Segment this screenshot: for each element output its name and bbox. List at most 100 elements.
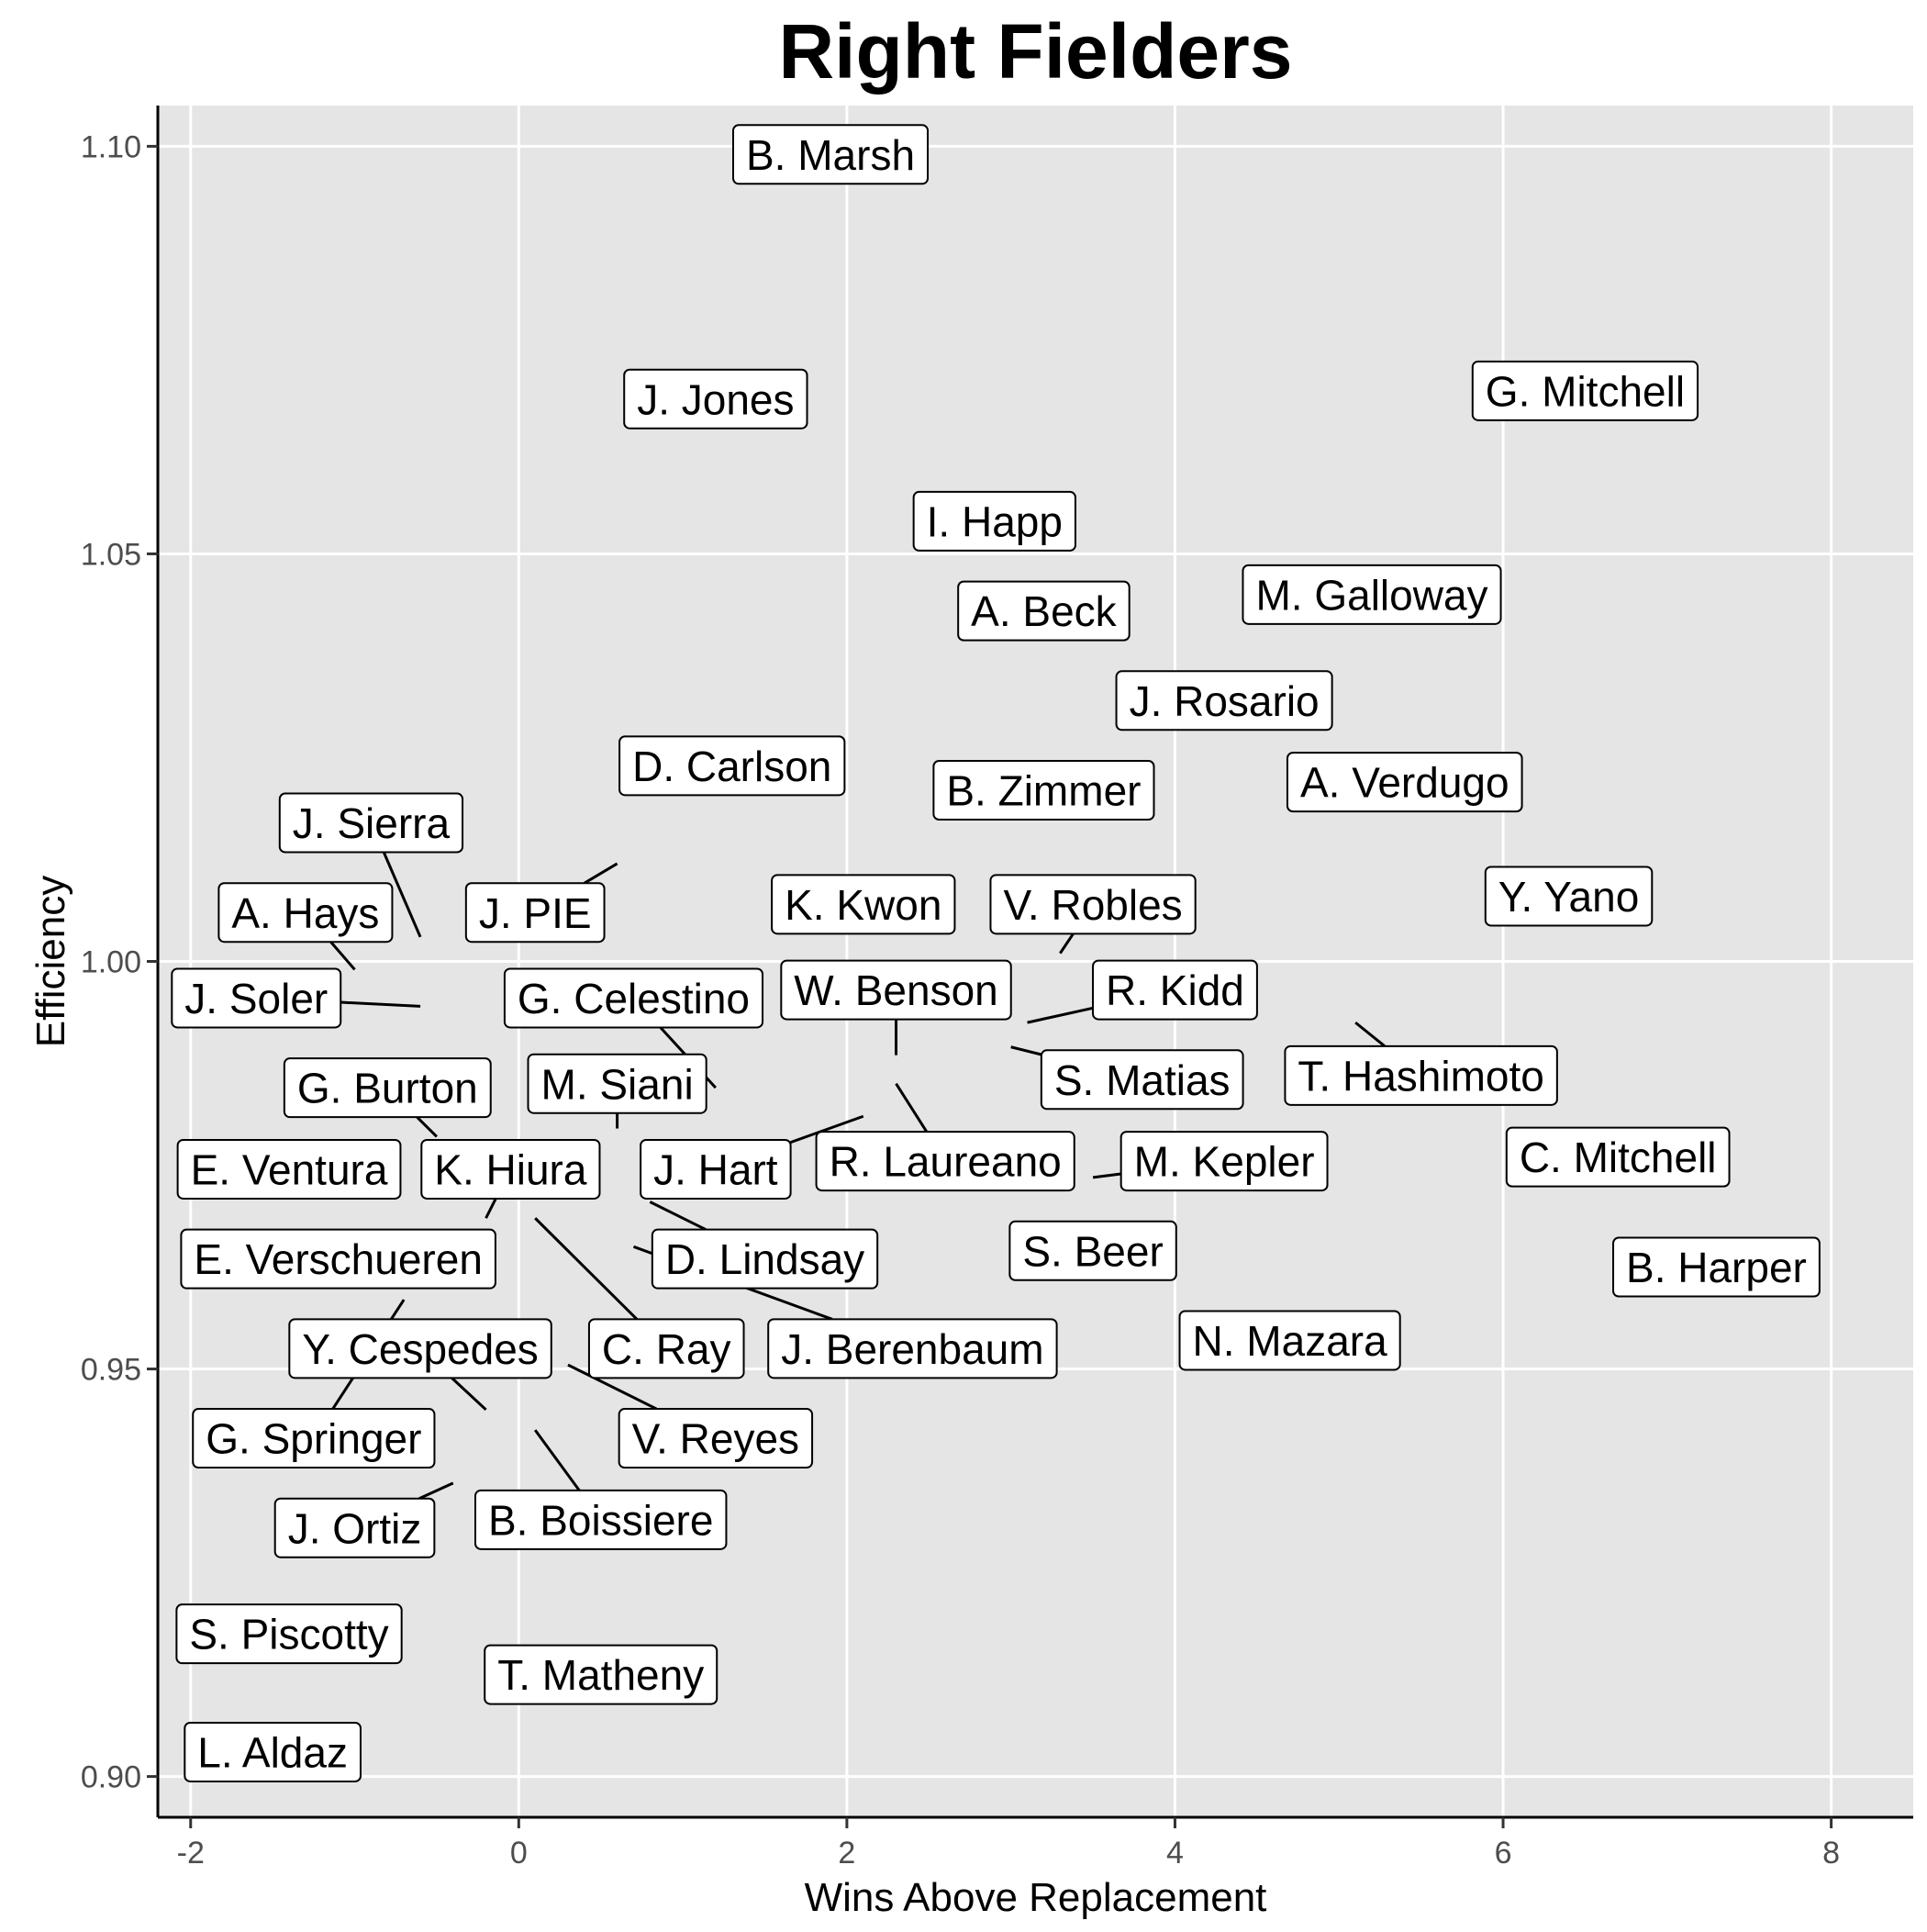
leader-line [567, 1363, 658, 1411]
point-label: R. Laureano [815, 1131, 1075, 1192]
point-label-text: B. Boissiere [488, 1496, 713, 1544]
point-label-text: G. Celestino [518, 975, 750, 1022]
point-label-text: C. Mitchell [1520, 1134, 1717, 1181]
point-label: M. Kepler [1119, 1131, 1329, 1192]
point-label: B. Boissiere [474, 1489, 728, 1550]
point-label-text: J. Rosario [1130, 677, 1320, 725]
point-label-box [217, 882, 394, 944]
point-label-text: K. Hiura [434, 1146, 587, 1194]
point-label-box [1286, 752, 1523, 813]
leader-line [340, 1000, 421, 1008]
point-label: W. Benson [780, 959, 1012, 1021]
point-label-box [815, 1131, 1075, 1192]
point-label: J. PIE [464, 882, 606, 944]
point-label-box [527, 1053, 707, 1114]
point-label-text: Y. Cespedes [302, 1325, 538, 1373]
point-label-box [1505, 1126, 1731, 1188]
y-tick-label: 1.05 [81, 537, 141, 572]
point-label: C. Ray [587, 1318, 745, 1379]
leader-line [329, 941, 356, 971]
point-labels: B. Marsh J. Jones G. Mitchell I. Happ A. Bec… [171, 124, 1821, 1782]
point-label: D. Carlson [618, 735, 846, 797]
point-label: B. Zimmer [932, 760, 1155, 821]
point-label-box [1008, 1220, 1177, 1281]
point-label-box [731, 124, 930, 185]
x-axis-label: Wins Above Replacement [805, 1875, 1267, 1920]
point-label: E. Ventura [176, 1138, 402, 1200]
y-tick-label: 0.90 [81, 1760, 141, 1795]
leader-line [649, 1201, 707, 1231]
point-label-box [176, 1138, 402, 1200]
point-label-box [1178, 1310, 1401, 1371]
point-label-box [192, 1408, 436, 1469]
point-label-box [587, 1318, 745, 1379]
point-label-text: A. Verdugo [1300, 759, 1509, 807]
point-label-box [1612, 1236, 1821, 1298]
point-label-text: C. Ray [602, 1325, 731, 1373]
point-label-box [957, 580, 1131, 642]
point-label-box [623, 368, 808, 430]
point-label: A. Beck [957, 580, 1131, 642]
point-label: J. Berenbaum [767, 1318, 1058, 1379]
point-label-text: R. Laureano [830, 1138, 1062, 1186]
point-label-box [780, 959, 1012, 1021]
point-label-text: J. Sierra [293, 799, 451, 847]
point-label: G. Celestino [503, 967, 764, 1029]
point-label-box [1284, 1044, 1558, 1106]
point-label-box [184, 1721, 362, 1782]
y-tick-label: 1.10 [81, 129, 141, 164]
point-label-box [618, 735, 846, 797]
point-label-box [618, 1408, 814, 1469]
point-label: K. Hiura [420, 1138, 601, 1200]
point-label: L. Aldaz [184, 1721, 362, 1782]
point-label-text: T. Matheny [497, 1651, 704, 1699]
point-label: Y. Cespedes [288, 1318, 552, 1379]
point-label: J. Rosario [1115, 670, 1333, 731]
point-label: N. Mazara [1178, 1310, 1401, 1371]
x-tick-label: -2 [177, 1836, 205, 1871]
point-label-text: S. Piscotty [189, 1611, 388, 1658]
point-label-text: M. Siani [541, 1060, 694, 1108]
axes: -2 0 2 4 6 8 0.90 0.95 1.00 1.05 1.10 [81, 106, 1913, 1871]
point-label: J. Soler [171, 967, 342, 1029]
point-label-text: J. Jones [637, 375, 794, 423]
point-label: G. Springer [192, 1408, 436, 1469]
point-label-box [989, 874, 1197, 935]
point-label-text: V. Robles [1003, 881, 1182, 929]
point-label-box [651, 1228, 879, 1290]
point-label-text: K. Kwon [785, 881, 941, 929]
point-label-box [767, 1318, 1058, 1379]
y-tick-label: 0.95 [81, 1353, 141, 1388]
point-label-box [1119, 1131, 1329, 1192]
point-label: V. Robles [989, 874, 1197, 935]
point-label-text: S. Matias [1054, 1056, 1231, 1104]
leader-line [418, 1481, 454, 1501]
x-tick-label: 2 [838, 1836, 855, 1871]
point-label: T. Hashimoto [1284, 1044, 1558, 1106]
point-label: M. Galloway [1242, 564, 1502, 625]
point-label: J. Hart [640, 1138, 792, 1200]
point-label-box [932, 760, 1155, 821]
point-label-box [1092, 959, 1258, 1021]
point-label-text: J. Berenbaum [781, 1325, 1043, 1373]
point-label-box [1040, 1049, 1244, 1111]
point-label: S. Piscotty [175, 1603, 403, 1665]
point-label: E. Verschueren [180, 1228, 496, 1290]
point-label-text: W. Benson [794, 966, 997, 1014]
chart-title: Right Fielders [778, 8, 1293, 95]
point-label: R. Kidd [1092, 959, 1258, 1021]
leader-line [416, 1116, 438, 1138]
leader-line [790, 1114, 864, 1145]
leader-line [1010, 1045, 1042, 1056]
point-label-box [175, 1603, 403, 1665]
point-label: J. Sierra [278, 792, 464, 854]
point-label: S. Matias [1040, 1049, 1244, 1111]
point-label: V. Reyes [618, 1408, 814, 1469]
point-label-text: D. Lindsay [665, 1235, 864, 1283]
x-tick-label: 0 [510, 1836, 528, 1871]
leader-line [534, 1217, 639, 1321]
point-label-text: M. Kepler [1134, 1138, 1315, 1186]
point-label-text: L. Aldaz [197, 1729, 348, 1777]
point-label-text: V. Reyes [632, 1415, 799, 1463]
